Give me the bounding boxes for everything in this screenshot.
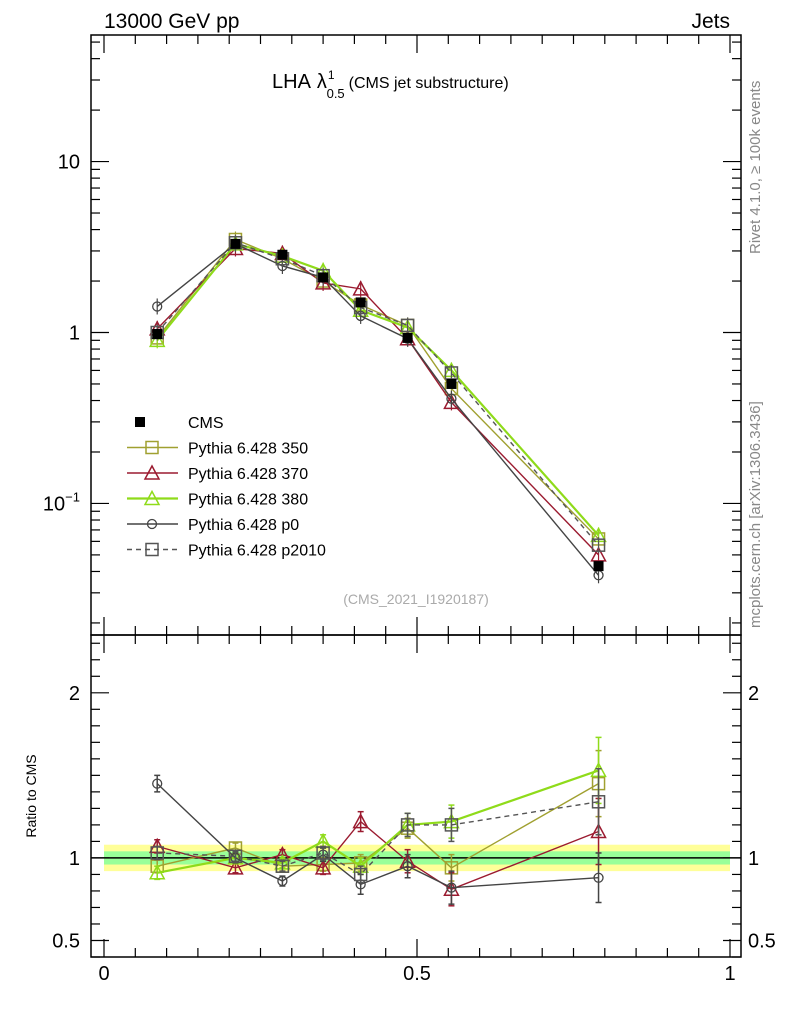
ratio-series-point	[316, 846, 330, 860]
x-tick-label: 0	[98, 963, 109, 985]
legend-label: Pythia 6.428 p0	[188, 517, 299, 534]
header-left: 13000 GeV pp	[104, 10, 239, 33]
main-series-line	[156, 247, 600, 556]
legend-marker	[145, 440, 159, 455]
ratio-series-point	[444, 818, 459, 832]
ratio-series-point	[275, 859, 290, 873]
ratio-series-point	[446, 882, 457, 893]
legend-marker	[143, 464, 161, 480]
ratio-axes: 0 0.5 1 0.5 0.5 1 1 2 2	[52, 635, 776, 985]
cms-data-point	[152, 329, 163, 340]
legend-label: Pythia 6.428 350	[188, 441, 308, 458]
ratio-y-tick-label-left: 2	[69, 683, 80, 705]
main-series-line	[156, 243, 600, 576]
ratio-series-line	[157, 769, 599, 874]
legend-marker	[145, 542, 159, 557]
ratio-series-point	[400, 818, 415, 832]
ratio-series-point	[590, 822, 607, 839]
ratio-series-point	[593, 872, 604, 883]
analysis-label: (CMS_2021_I1920187)	[343, 591, 489, 607]
ratio-y-tick-label-right: 2	[748, 683, 759, 705]
legend-label: Pythia 6.428 380	[188, 492, 308, 509]
cms-data-point	[402, 332, 413, 343]
ratio-series-point	[148, 864, 166, 880]
main-y-tick-label: 10−1	[43, 489, 80, 515]
ratio-series-point	[352, 813, 369, 829]
cms-data-point	[277, 249, 288, 260]
ratio-series-point	[227, 859, 244, 875]
cms-data-point	[230, 238, 241, 249]
cms-data-point	[318, 272, 329, 283]
main-series-point	[352, 280, 369, 296]
ratio-series-point	[314, 859, 332, 875]
ratio-series-line	[157, 801, 599, 876]
main-series-point	[152, 301, 163, 312]
ratio-series-point	[150, 846, 164, 860]
main-axes: 10−1 1 10	[43, 35, 741, 635]
main-y-tick-label: 1	[69, 323, 80, 345]
main-series-point	[148, 331, 166, 348]
cms-data-point	[446, 378, 457, 389]
ratio-series-point	[152, 778, 163, 789]
main-series-line	[156, 241, 600, 546]
cms-data-point	[593, 561, 604, 572]
legend-label: Pythia 6.428 370	[188, 466, 308, 483]
legend-marker	[146, 518, 158, 530]
side-label-rivet: Rivet 4.1.0, ≥ 100k events	[747, 81, 764, 254]
ratio-series	[148, 736, 607, 907]
x-tick-label: 0.5	[403, 963, 431, 985]
legend-marker-cms	[135, 417, 145, 427]
ratio-series-point	[402, 861, 413, 872]
ratio-series-point	[228, 849, 243, 864]
main-y-tick-label: 10	[58, 152, 80, 174]
side-label-mcplots: mcplots.cern.ch [arXiv:1306.3436]	[747, 401, 764, 628]
main-series-point	[590, 546, 607, 562]
main-series	[148, 231, 607, 584]
ratio-series-point	[277, 875, 288, 887]
ratio-y-tick-label-left: 1	[69, 848, 80, 870]
legend-label: Pythia 6.428 p2010	[188, 543, 326, 560]
legend-marker	[143, 489, 161, 506]
legend: CMS Pythia 6.428 350 Pythia 6.428 370 Pythi…	[127, 415, 326, 560]
plot-title: LHA λ1 0.5(CMS jet substructure)	[272, 68, 509, 101]
main-series-point	[446, 393, 457, 404]
main-series-point	[444, 366, 459, 380]
ratio-series-line	[156, 783, 599, 889]
ratio-panel-frame	[90, 634, 742, 958]
legend-label-cms: CMS	[188, 415, 224, 432]
main-series-point	[400, 318, 415, 333]
ratio-y-tick-label-left: 0.5	[52, 930, 80, 952]
cms-data-point	[355, 297, 366, 308]
main-series-point	[591, 538, 606, 552]
ratio-y-tick-label-right: 1	[748, 848, 759, 870]
x-tick-label: 1	[724, 963, 735, 985]
main-series-line	[156, 238, 600, 540]
ratio-y-tick-label-right: 0.5	[748, 930, 776, 952]
ratio-y-label: Ratio to CMS	[23, 754, 39, 837]
ratio-series-point	[591, 795, 606, 809]
header-right: Jets	[691, 10, 730, 33]
ratio-series-point	[353, 867, 368, 882]
